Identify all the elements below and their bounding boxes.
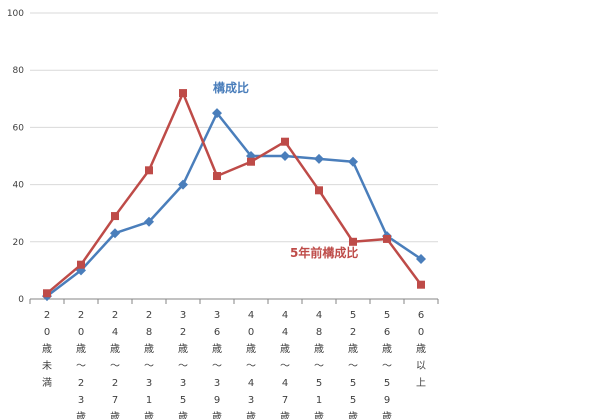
x-category-label: 2 0 歳未満 — [42, 310, 52, 389]
data-point — [281, 137, 289, 146]
data-point — [43, 289, 51, 298]
x-category-label: 4 0 歳〜 4 3 歳 — [246, 310, 256, 419]
series-label: 5年前構成比 — [290, 245, 358, 260]
gridlines — [30, 12, 438, 300]
y-axis-tick-labels: 0 20 40 60 80 100 — [7, 9, 24, 305]
series-group — [42, 89, 426, 302]
x-category-label: 2 8 歳〜 3 1 歳 — [144, 310, 154, 419]
series-labels: 構成比 5年前構成比 — [213, 80, 358, 260]
x-category-label: 4 8 歳〜 5 1 歳 — [314, 310, 324, 419]
x-category-label: 5 2 歳〜 5 5 歳 — [348, 310, 358, 419]
data-point — [77, 260, 85, 269]
data-point — [110, 228, 120, 239]
data-point — [349, 237, 357, 246]
data-point — [315, 186, 323, 195]
data-point — [417, 280, 425, 289]
x-category-label: 5 6 歳〜 5 9 歳 — [382, 310, 392, 419]
data-point — [178, 179, 188, 190]
series-current-ratio — [42, 108, 426, 302]
y-tick-label: 80 — [13, 66, 25, 76]
x-axis-category-labels: 2 0 歳未満 2 0 歳〜 2 3 歳 2 4 歳〜 2 7 歳 2 8 歳〜 3 1 歳 3 2 歳〜 3 5 歳 3 6 歳〜 3 9 歳… — [42, 310, 426, 419]
x-category-label: 4 4 歳〜 4 7 歳 — [280, 310, 290, 419]
data-point — [280, 151, 290, 161]
y-tick-label: 100 — [7, 9, 24, 19]
x-category-label: 3 2 歳〜 3 5 歳 — [178, 310, 188, 419]
data-point — [111, 212, 119, 221]
data-point — [144, 216, 154, 227]
series-five-years-ago-ratio — [43, 89, 425, 298]
y-tick-label: 60 — [13, 123, 25, 133]
y-tick-label: 40 — [13, 181, 25, 191]
data-point — [213, 172, 221, 181]
x-category-label: 3 6 歳〜 3 9 歳 — [212, 310, 222, 419]
y-tick-label: 0 — [18, 295, 24, 305]
x-category-label: 2 4 歳〜 2 7 歳 — [110, 310, 120, 419]
series-label: 構成比 — [213, 80, 249, 95]
x-axis — [29, 298, 439, 304]
data-point — [179, 89, 187, 98]
x-category-label: 6 0 歳以上 — [416, 310, 426, 389]
data-point — [314, 153, 324, 164]
series-line — [46, 111, 422, 298]
data-point — [212, 108, 222, 119]
data-point — [416, 253, 426, 264]
series-line — [46, 91, 423, 295]
y-tick-label: 20 — [13, 238, 25, 248]
data-point — [145, 166, 153, 175]
data-point — [383, 234, 391, 243]
x-category-label: 2 0 歳〜 2 3 歳 — [76, 310, 86, 419]
data-point — [247, 157, 255, 166]
data-point — [348, 156, 358, 167]
